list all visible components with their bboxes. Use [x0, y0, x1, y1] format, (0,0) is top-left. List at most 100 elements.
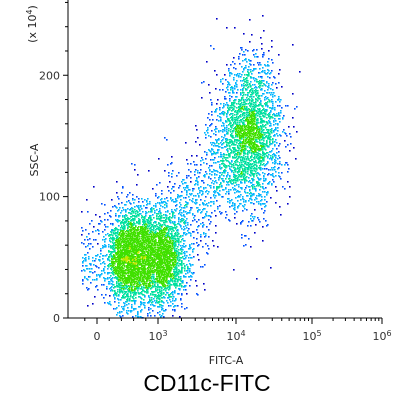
event-dot [228, 130, 230, 132]
event-dot [184, 308, 186, 310]
event-dot [128, 271, 130, 273]
event-dot [143, 251, 145, 253]
event-dot [264, 132, 266, 134]
event-dot [127, 267, 129, 269]
event-dot [238, 157, 240, 159]
event-dot [152, 292, 154, 294]
event-dot [245, 133, 247, 135]
event-dot [147, 302, 149, 304]
event-dot [141, 248, 143, 250]
event-dot [157, 244, 159, 246]
event-dot [167, 235, 169, 237]
event-dot [264, 64, 266, 66]
event-dot [169, 263, 171, 265]
event-dot [145, 240, 147, 242]
event-dot [274, 129, 276, 131]
event-dot [137, 214, 139, 216]
event-dot [257, 62, 259, 64]
event-dot [244, 145, 246, 147]
event-dot [138, 255, 140, 257]
event-dot [108, 250, 110, 252]
event-dot [214, 157, 216, 159]
event-dot [242, 205, 244, 207]
event-dot [132, 250, 134, 252]
event-dot [277, 130, 279, 132]
event-dot [128, 296, 130, 298]
event-dot [128, 269, 130, 271]
event-dot [110, 241, 112, 243]
event-dot [116, 278, 118, 280]
event-dot [156, 213, 158, 215]
event-dot [237, 150, 239, 152]
event-dot [85, 254, 87, 256]
event-dot [139, 268, 141, 270]
event-dot [253, 176, 255, 178]
event-dot [148, 286, 150, 288]
event-dot [137, 312, 139, 314]
event-dot [151, 257, 153, 259]
event-dot [167, 262, 169, 264]
event-dot [252, 186, 254, 188]
event-dot [197, 254, 199, 256]
event-dot [253, 194, 255, 196]
event-dot [181, 267, 183, 269]
event-dot [161, 300, 163, 302]
event-dot [94, 279, 96, 281]
event-dot [140, 274, 142, 276]
event-dot [150, 236, 152, 238]
event-dot [153, 245, 155, 247]
event-dot [257, 120, 259, 122]
event-dot [147, 252, 149, 254]
event-dot [166, 215, 168, 217]
event-dot [134, 219, 136, 221]
event-dot [273, 121, 275, 123]
event-dot [121, 288, 123, 290]
event-dot [162, 239, 164, 241]
event-dot [270, 94, 272, 96]
event-dot [130, 293, 132, 295]
event-dot [267, 192, 269, 194]
event-dot [266, 225, 268, 227]
event-dot [131, 274, 133, 276]
event-dot [174, 264, 176, 266]
event-dot [175, 272, 177, 274]
event-dot [231, 205, 233, 207]
event-dot [169, 283, 171, 285]
event-dot [243, 178, 245, 180]
event-dot [124, 256, 126, 258]
event-dot [234, 169, 236, 171]
event-dot [108, 259, 110, 261]
event-dot [188, 268, 190, 270]
event-dot [178, 277, 180, 279]
event-dot [110, 210, 112, 212]
event-dot [274, 118, 276, 120]
event-dot [155, 229, 157, 231]
event-dot [158, 301, 160, 303]
event-dot [254, 113, 256, 115]
event-dot [164, 227, 166, 229]
event-dot [144, 227, 146, 229]
event-dot [224, 146, 226, 148]
event-dot [236, 135, 238, 137]
event-dot [205, 204, 207, 206]
event-dot [222, 147, 224, 149]
event-dot [122, 220, 124, 222]
event-dot [125, 254, 127, 256]
event-dot [190, 264, 192, 266]
event-dot [130, 260, 132, 262]
event-dot [181, 251, 183, 253]
event-dot [177, 238, 179, 240]
event-dot [132, 234, 134, 236]
event-dot [161, 263, 163, 265]
event-dot [123, 286, 125, 288]
event-dot [130, 230, 132, 232]
event-dot [190, 265, 192, 267]
event-dot [249, 127, 251, 129]
event-dot [136, 205, 138, 207]
event-dot [254, 87, 256, 89]
event-dot [128, 276, 130, 278]
event-dot [258, 219, 260, 221]
event-dot [138, 271, 140, 273]
event-dot [236, 130, 238, 132]
event-dot [115, 247, 117, 249]
